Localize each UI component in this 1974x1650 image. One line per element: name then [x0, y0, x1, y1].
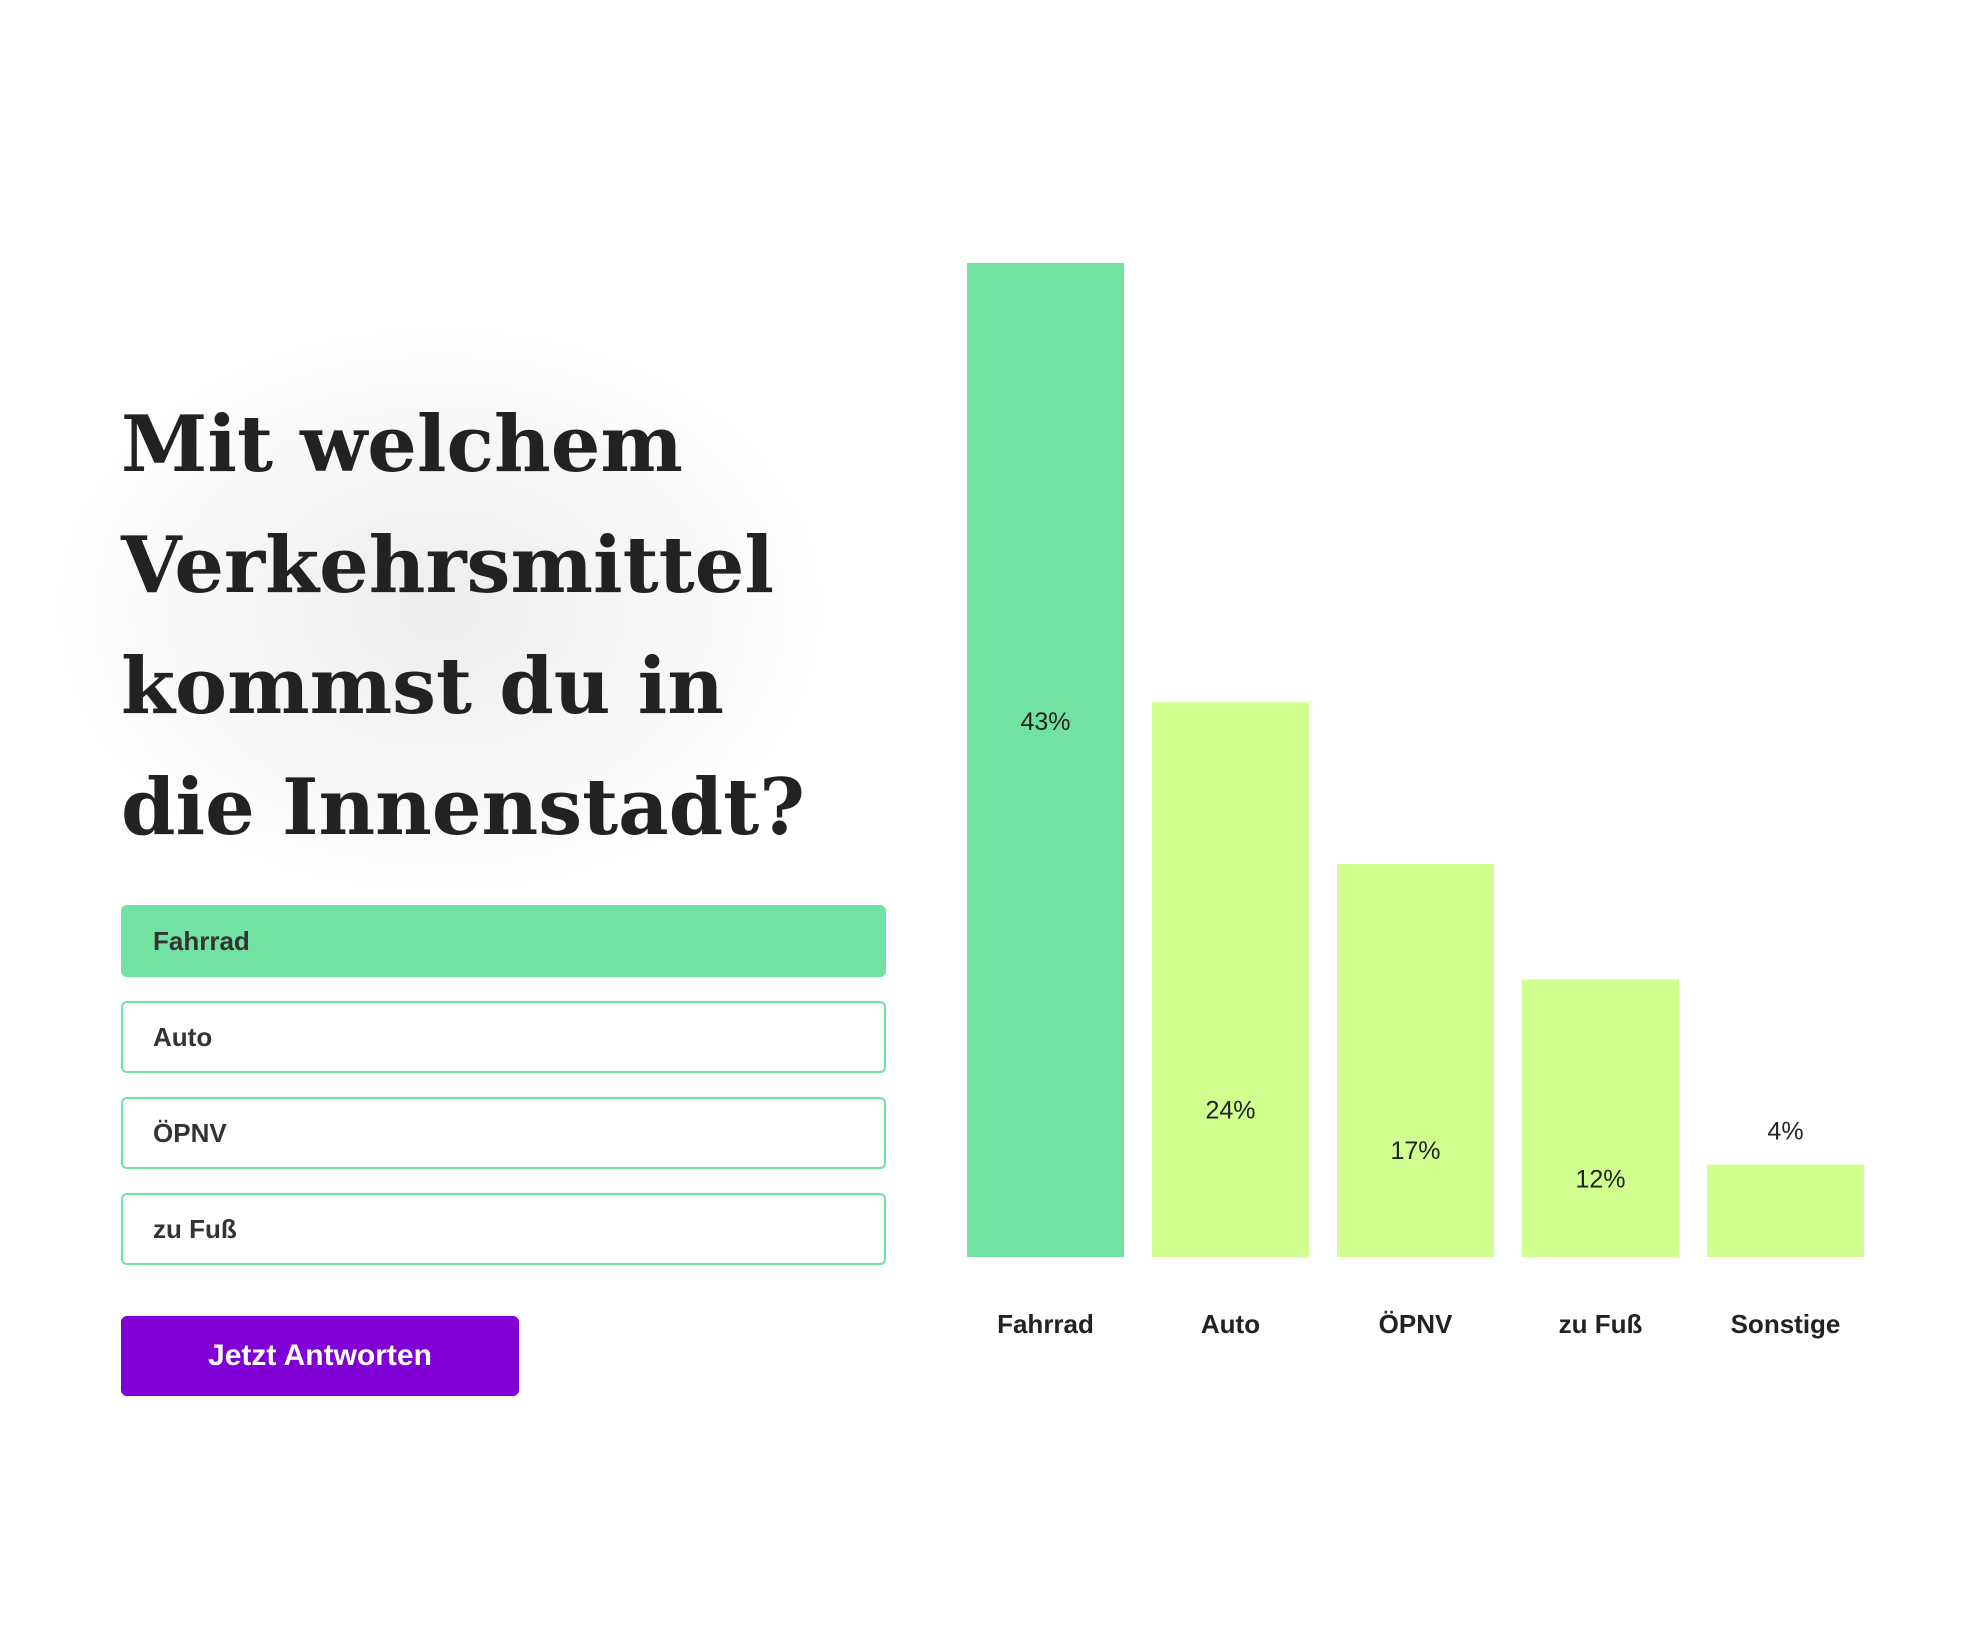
bar-fahrrad [967, 263, 1124, 1257]
bar-value-label: 4% [1767, 1118, 1803, 1146]
option-label: Auto [153, 1021, 213, 1052]
answer-options: Fahrrad Auto ÖPNV zu Fuß [121, 905, 886, 1289]
option-oepnv[interactable]: ÖPNV [121, 1097, 886, 1169]
category-label: Auto [1201, 1309, 1260, 1339]
category-label: zu Fuß [1559, 1309, 1643, 1339]
option-zu-fuss[interactable]: zu Fuß [121, 1193, 886, 1265]
category-label: Fahrrad [997, 1309, 1094, 1339]
option-label: zu Fuß [153, 1213, 237, 1244]
bar-value-label: 17% [1390, 1137, 1440, 1165]
bar-auto [1152, 702, 1309, 1257]
bar-value-label: 12% [1575, 1166, 1625, 1194]
question-glow [60, 330, 820, 890]
poll-question: Mit welchem Verkehrsmittel kommst du in … [121, 399, 805, 853]
category-label: ÖPNV [1379, 1309, 1453, 1339]
option-auto[interactable]: Auto [121, 1001, 886, 1073]
bar-zu-fuß [1522, 979, 1679, 1257]
option-label: ÖPNV [153, 1117, 227, 1148]
bar-value-label: 43% [1020, 708, 1070, 736]
category-label: Sonstige [1731, 1309, 1841, 1339]
bar-sonstige [1707, 1164, 1864, 1257]
bar-value-label: 24% [1205, 1096, 1255, 1124]
bar-öpnv [1337, 864, 1494, 1257]
submit-answer-button[interactable]: Jetzt Antworten [121, 1316, 519, 1396]
option-fahrrad[interactable]: Fahrrad [121, 905, 886, 977]
option-label: Fahrrad [153, 925, 250, 956]
